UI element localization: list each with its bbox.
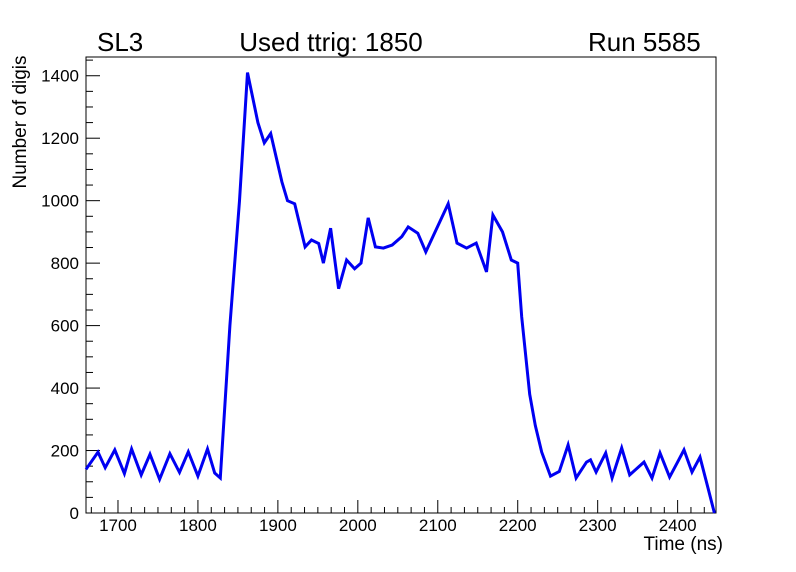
y-tick-label: 200	[51, 442, 79, 461]
plot-title: Used ttrig: 1850	[239, 27, 423, 57]
y-tick-label: 1000	[41, 192, 79, 211]
data-line	[84, 72, 716, 514]
run-number-label: Run 5585	[588, 27, 701, 57]
x-axis-title: Time (ns)	[643, 534, 723, 555]
x-tick-label: 1900	[259, 516, 297, 535]
x-tick-label: 2400	[659, 516, 697, 535]
superlayer-label: SL3	[97, 27, 144, 57]
x-tick-label: 2200	[499, 516, 537, 535]
y-tick-label: 800	[51, 254, 79, 273]
y-tick-label: 1400	[41, 67, 79, 86]
x-tick-label: 2000	[339, 516, 377, 535]
timebox-curve	[84, 72, 716, 514]
x-tick-label: 2100	[419, 516, 457, 535]
y-tick-label: 1200	[41, 129, 79, 148]
x-tick-label: 2300	[579, 516, 617, 535]
x-tick-label: 1800	[179, 516, 217, 535]
y-tick-label: 600	[51, 317, 79, 336]
y-tick-label: 0	[70, 504, 79, 523]
y-tick-label: 400	[51, 379, 79, 398]
plot-axes: 1700 1800 1900 2000 2100 2200 2300 2400 0 200 400 6…	[41, 56, 717, 535]
x-tick-label: 1700	[99, 516, 137, 535]
